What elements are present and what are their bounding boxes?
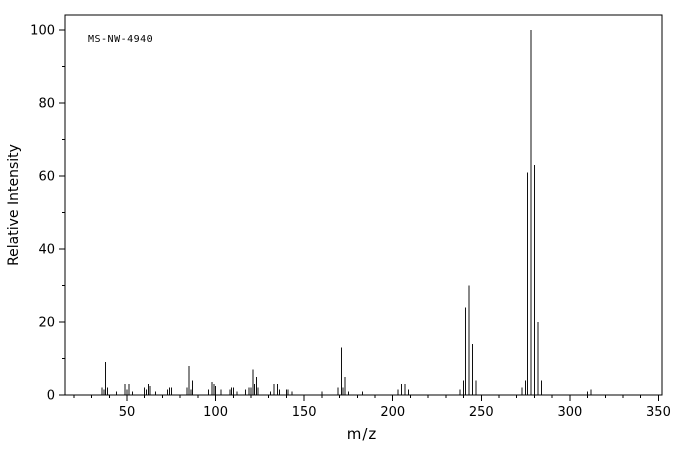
- y-tick-label: 60: [38, 170, 55, 185]
- x-tick-label: 350: [646, 405, 671, 420]
- x-axis-title: m/z: [346, 425, 378, 443]
- y-tick-label: 40: [38, 243, 55, 258]
- y-tick-label: 100: [30, 24, 55, 39]
- y-axis-title: Relative Intensity: [6, 144, 22, 266]
- x-tick-label: 200: [380, 405, 405, 420]
- x-tick-label: 250: [469, 405, 494, 420]
- x-tick-label: 100: [203, 405, 228, 420]
- y-tick-label: 80: [38, 97, 55, 112]
- x-tick-label: 300: [557, 405, 582, 420]
- y-tick-label: 20: [38, 316, 55, 331]
- y-tick-label: 0: [47, 389, 55, 404]
- plot-frame: [64, 14, 663, 396]
- x-tick-label: 50: [119, 405, 136, 420]
- spectrum-id-label: MS-NW-4940: [88, 34, 154, 45]
- x-tick-label: 150: [292, 405, 317, 420]
